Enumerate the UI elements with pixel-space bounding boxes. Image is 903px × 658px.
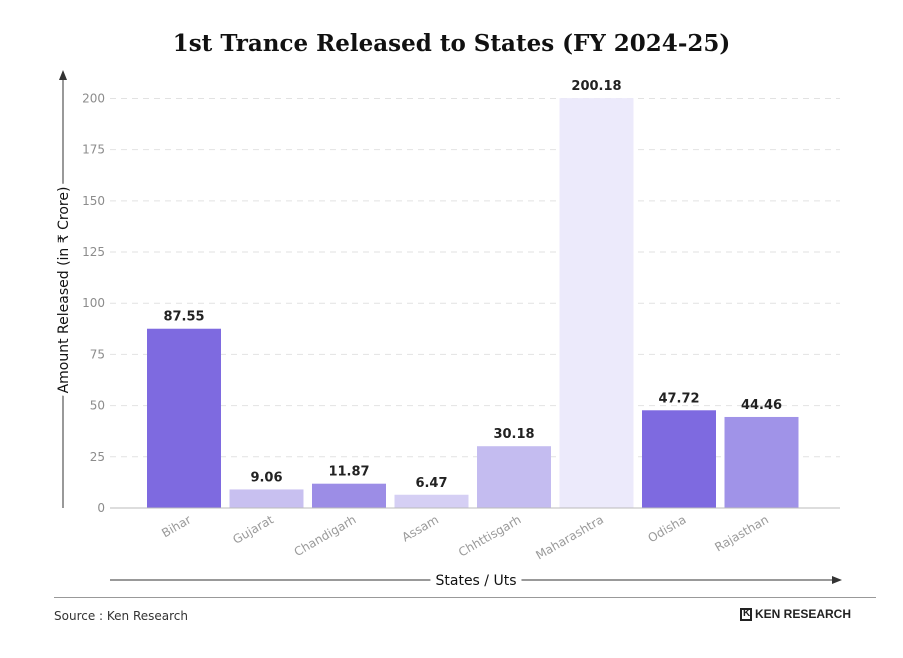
grid-lines (110, 97, 840, 458)
y-tick-label: 25 (90, 450, 105, 464)
bar-chhttisgarh (477, 446, 551, 508)
y-tick-label: 150 (82, 194, 105, 208)
chart-title: 1st Trance Released to States (FY 2024-2… (172, 30, 731, 57)
x-tick-label: Assam (400, 512, 441, 544)
x-axis-arrow-icon (832, 576, 842, 584)
x-tick-label: Maharashtra (533, 512, 606, 562)
x-tick-label: Gujarat (230, 512, 276, 547)
data-label: 200.18 (571, 79, 621, 94)
y-axis-arrow-icon (59, 70, 67, 80)
x-tick-label: Bihar (159, 512, 193, 540)
x-tick-label: Chhttisgarh (456, 512, 524, 559)
x-axis-ticks: Bihar Gujarat Chandigarh Assam Chhttisgarh Ma… (159, 512, 771, 562)
y-tick-label: 50 (90, 399, 105, 413)
x-tick-label: Odisha (645, 512, 688, 545)
brand-name: KEN RESEARCH (754, 607, 851, 621)
bar-assam (394, 494, 469, 508)
data-label: 44.46 (741, 398, 782, 413)
bar-bihar (147, 328, 221, 508)
footer-divider (54, 597, 876, 598)
data-label: 87.55 (163, 310, 204, 325)
bar-maharashtra (559, 98, 634, 509)
y-tick-label: 175 (82, 143, 105, 157)
y-axis-ticks: 0 25 50 75 100 125 150 175 200 (82, 91, 105, 515)
data-label: 11.87 (328, 465, 369, 480)
brand-logo: KEN RESEARCH (739, 607, 851, 621)
data-label: 9.06 (250, 470, 282, 485)
y-tick-label: 125 (82, 245, 105, 259)
source-note: Source : Ken Research (54, 609, 189, 623)
y-tick-label: 75 (90, 347, 105, 361)
x-tick-label: Rajasthan (712, 512, 771, 554)
data-labels: 87.55 9.06 11.87 6.47 30.18 200.18 47.72 44.46 (163, 79, 782, 491)
ken-logo-icon (739, 607, 752, 621)
data-label: 6.47 (415, 476, 447, 491)
x-tick-label: Chandigarh (292, 512, 359, 559)
y-tick-label: 200 (82, 91, 105, 105)
data-label: 47.72 (658, 391, 699, 406)
y-axis-title: Amount Released (in ₹ Crore) (56, 187, 72, 394)
bars (147, 98, 799, 509)
y-tick-label: 0 (97, 501, 105, 515)
bar-odisha (642, 410, 716, 508)
data-label: 30.18 (493, 427, 534, 442)
x-axis-title: States / Uts (436, 573, 517, 589)
bar-chandigarh (312, 483, 386, 508)
bar-gujarat (229, 489, 304, 508)
bar-rajasthan (724, 416, 799, 508)
y-tick-label: 100 (82, 296, 105, 310)
